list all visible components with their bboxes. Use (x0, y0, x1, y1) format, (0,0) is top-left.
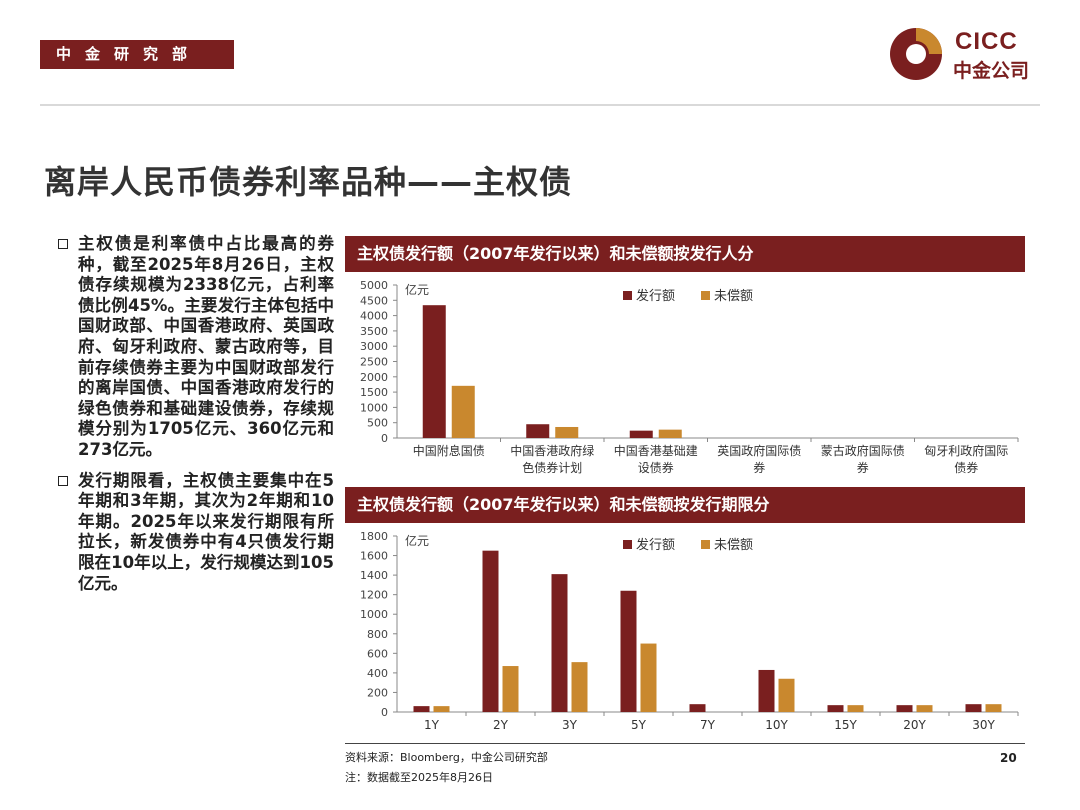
chart2-y-tick-label: 1800 (360, 530, 388, 543)
chart2-bar-outstanding (847, 705, 864, 712)
bullet-list: 主权债是利率债中占比最高的券种，截至2025年8月26日，主权债存续规模为233… (58, 234, 334, 604)
chart2-bar-outstanding (571, 662, 588, 712)
chart1-y-tick-label: 5000 (360, 279, 388, 292)
chart1-bar-outstanding (658, 429, 682, 438)
chart2-bar-outstanding (916, 705, 933, 712)
chart2-legend-label: 未偿额 (714, 538, 753, 553)
chart2-x-tick-label: 30Y (972, 718, 995, 732)
chart2-y-tick-label: 1000 (360, 608, 388, 621)
chart2-y-tick-label: 400 (367, 667, 388, 680)
logo-text: CICC (955, 28, 1018, 55)
chart2-legend-swatch (623, 540, 632, 549)
chart2-y-tick-label: 600 (367, 647, 388, 660)
bullet-square-icon (58, 475, 68, 486)
chart-issuer: 0 500 1000 1500 2000 2500 3000 3500 4000 4500 5000… (360, 279, 1019, 475)
header-divider (40, 104, 1040, 106)
bullet-text: 主权债是利率债中占比最高的券种，截至2025年8月26日，主权债存续规模为233… (78, 234, 334, 459)
chart2-bar-issued (620, 590, 637, 712)
date-note: 注：数据截至2025年8月26日 (345, 771, 493, 784)
chart2-bar-issued (758, 669, 775, 712)
chart1-y-tick-label: 2000 (360, 371, 388, 384)
footer-divider (345, 743, 1025, 744)
cicc-logo: CICC 中金公司 (889, 26, 1049, 82)
chart2-y-tick-label: 200 (367, 686, 388, 699)
chart2-x-tick-label: 1Y (424, 718, 440, 732)
chart2-bar-outstanding (433, 706, 450, 712)
chart1-y-tick-label: 1500 (360, 386, 388, 399)
bullet-item: 发行期限看，主权债主要集中在5年期和3年期，其次为2年期和10年期。2025年以… (58, 471, 334, 595)
chart2-bar-issued (896, 705, 913, 712)
cicc-logo-icon (890, 28, 942, 80)
department-tag: 中金研究部 (40, 40, 234, 69)
chart1-x-tick-label: 色债券计划 (522, 460, 582, 475)
chart1-y-tick-label: 4000 (360, 310, 388, 323)
chart2-legend-label: 发行额 (636, 537, 675, 553)
chart2-x-tick-label: 15Y (834, 718, 857, 732)
chart2-bar-issued (482, 550, 499, 712)
chart1-x-tick-label: 中国香港政府绿 (510, 443, 594, 458)
chart1-x-tick-label: 债券 (954, 460, 978, 475)
chart1-x-tick-label: 匈牙利政府国际 (924, 443, 1008, 458)
chart1-y-tick-label: 1000 (360, 401, 388, 414)
chart2-y-tick-label: 1600 (360, 550, 388, 563)
chart2-x-tick-label: 5Y (631, 718, 647, 732)
chart1-title: 主权债发行额（2007年发行以来）和未偿额按发行人分 (345, 236, 1025, 272)
chart1-bar-issued (629, 430, 653, 438)
chart1-x-tick-label: 蒙古政府国际债 (821, 443, 905, 458)
chart2-x-tick-label: 3Y (562, 718, 578, 732)
chart1-bar-outstanding (555, 426, 579, 438)
chart1-y-tick-label: 3500 (360, 325, 388, 338)
chart2-y-tick-label: 800 (367, 628, 388, 641)
chart1-x-tick-label: 券 (753, 460, 765, 475)
chart1-y-tick-label: 2500 (360, 356, 388, 369)
chart1-x-tick-label: 英国政府国际债 (717, 443, 801, 458)
chart2-bar-outstanding (502, 666, 519, 712)
chart-tenor: 0 200 400 600 800 1000 1200 1400 1600 1800 亿元 发行额 未偿… (360, 530, 1019, 732)
chart2-bar-outstanding (778, 678, 795, 712)
chart2-x-tick-label: 20Y (903, 718, 926, 732)
bullet-square-icon (58, 239, 68, 249)
chart1-x-tick-label: 券 (857, 460, 869, 475)
page-number: 20 (1000, 751, 1017, 765)
bullet-text: 发行期限看，主权债主要集中在5年期和3年期，其次为2年期和10年期。2025年以… (78, 470, 334, 593)
source-note: 资料来源：Bloomberg，中金公司研究部 (345, 751, 548, 764)
chart1-x-tick-label: 设债券 (638, 460, 674, 475)
chart1-legend-swatch (623, 291, 632, 300)
page-title: 离岸人民币债券利率品种——主权债 (44, 163, 573, 201)
chart1-y-tick-label: 4500 (360, 294, 388, 307)
chart1-bar-issued (422, 305, 446, 438)
chart2-bar-outstanding (985, 704, 1002, 712)
chart1-legend-swatch (701, 291, 710, 300)
logo-cn-text: 中金公司 (953, 60, 1030, 82)
chart2-bar-issued (827, 705, 844, 712)
chart1-legend-label: 发行额 (636, 288, 675, 304)
chart1-y-tick-label: 3000 (360, 340, 388, 353)
chart2-x-tick-label: 7Y (700, 718, 716, 732)
chart2-bar-outstanding (640, 643, 657, 712)
chart2-bar-issued (551, 574, 568, 712)
chart1-bar-issued (526, 424, 550, 438)
chart2-bar-issued (413, 706, 430, 712)
bullet-item: 主权债是利率债中占比最高的券种，截至2025年8月26日，主权债存续规模为233… (58, 234, 334, 461)
chart2-x-tick-label: 10Y (765, 718, 788, 732)
chart1-bar-outstanding (451, 385, 475, 438)
chart2-y-unit-label: 亿元 (405, 533, 429, 548)
chart2-y-tick-label: 1400 (360, 569, 388, 582)
chart1-x-tick-label: 中国附息国债 (413, 443, 485, 458)
chart2-bar-issued (965, 704, 982, 712)
chart2-title: 主权债发行额（2007年发行以来）和未偿额按发行期限分 (345, 487, 1025, 523)
chart1-y-tick-label: 500 (367, 417, 388, 430)
chart1-y-tick-label: 0 (381, 432, 388, 445)
chart2-y-tick-label: 1200 (360, 589, 388, 602)
chart2-y-tick-label: 0 (381, 706, 388, 719)
chart2-legend-swatch (701, 540, 710, 549)
chart2-bar-issued (689, 704, 706, 712)
chart1-x-tick-label: 中国香港基础建 (614, 443, 698, 458)
chart1-legend-label: 未偿额 (714, 289, 753, 304)
chart1-y-unit-label: 亿元 (405, 282, 429, 297)
chart2-x-tick-label: 2Y (493, 718, 509, 732)
